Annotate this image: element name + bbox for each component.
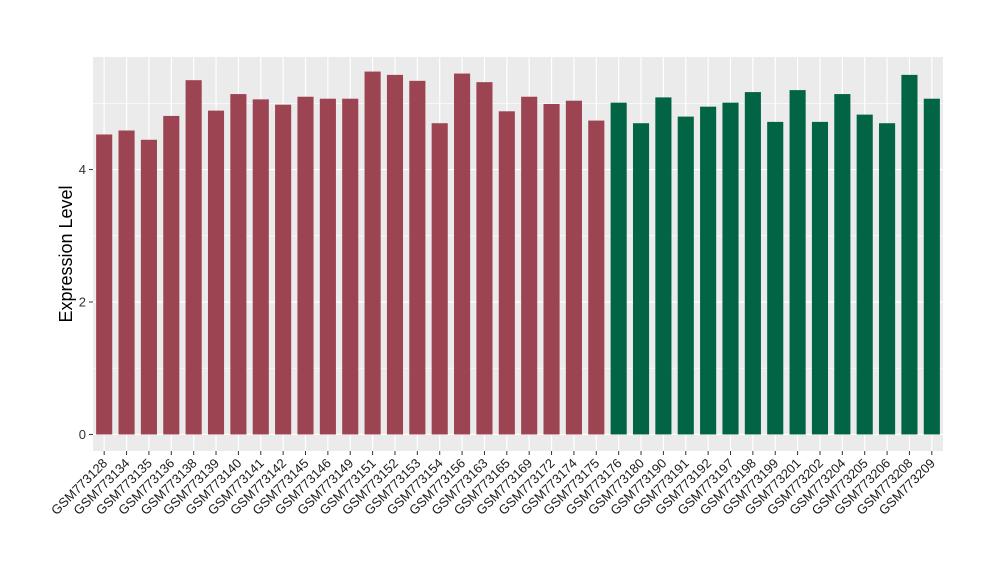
bar-GSM773165	[498, 111, 515, 435]
bar-GSM773163	[476, 82, 493, 435]
bar-GSM773138	[185, 80, 202, 435]
y-axis: 0 2 4	[79, 162, 93, 442]
bar-GSM773142	[275, 104, 292, 435]
bar-GSM773152	[386, 74, 404, 435]
bar-GSM773145	[297, 96, 314, 435]
bar-GSM773197	[722, 102, 739, 435]
bar-GSM773140	[230, 94, 247, 435]
bar-GSM773134	[118, 130, 135, 435]
bar-GSM773175	[588, 120, 605, 435]
bar-GSM773191	[677, 116, 694, 435]
bar-GSM773174	[565, 100, 582, 435]
bar-GSM773208	[901, 74, 918, 435]
bar-GSM773153	[409, 80, 426, 435]
bar-GSM773139	[207, 110, 225, 435]
bar-GSM773146	[319, 98, 336, 435]
y-axis-title: Expression Level	[56, 185, 76, 322]
x-axis: GSM773128GSM773134GSM773135GSM773136GSM7…	[48, 451, 938, 518]
bar-GSM773180	[632, 123, 650, 435]
bar-GSM773149	[342, 98, 359, 435]
bar-GSM773198	[744, 92, 761, 435]
bar-GSM773156	[454, 73, 471, 435]
bar-GSM773190	[655, 97, 672, 435]
bar-GSM773209	[923, 98, 940, 435]
bar-GSM773135	[140, 139, 157, 435]
bar-GSM773169	[521, 96, 538, 435]
y-tick-label: 4	[79, 162, 86, 177]
bar-GSM773204	[834, 94, 851, 435]
bar-GSM773199	[767, 121, 784, 435]
bar-GSM773128	[96, 134, 113, 435]
bar-GSM773141	[252, 99, 269, 435]
bar-GSM773202	[811, 121, 829, 435]
y-tick-label: 2	[79, 295, 86, 310]
bar-GSM773206	[879, 123, 896, 435]
bar-GSM773192	[700, 106, 717, 435]
bar-GSM773205	[856, 114, 873, 435]
bar-GSM773176	[610, 102, 627, 435]
bar-GSM773136	[163, 115, 180, 435]
y-tick-label: 0	[79, 427, 86, 442]
bar-GSM773172	[543, 104, 560, 435]
bar-GSM773201	[789, 90, 806, 435]
bars	[96, 71, 940, 435]
bar-GSM773151	[364, 71, 381, 435]
bar-GSM773154	[431, 123, 448, 435]
